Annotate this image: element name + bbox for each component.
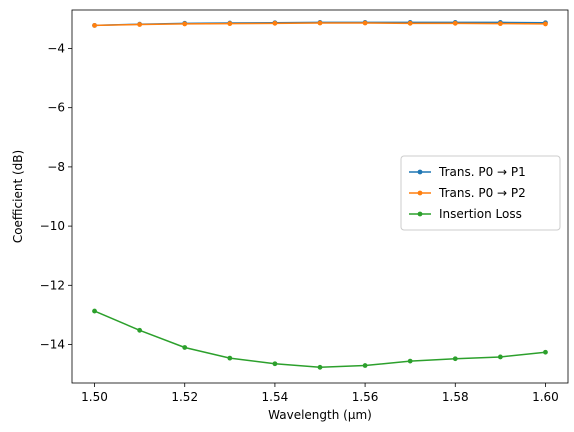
legend-marker	[417, 169, 423, 175]
x-axis: 1.50 1.52 1.54 1.56 1.58 1.60	[81, 383, 559, 404]
legend-marker	[417, 190, 423, 196]
legend-label: Trans. P0 → P2	[438, 186, 526, 200]
x-tick-label: 1.60	[532, 390, 559, 404]
legend-item: Trans. P0 → P1	[409, 165, 526, 179]
x-tick-label: 1.58	[442, 390, 469, 404]
legend-box	[400, 155, 561, 231]
series-2	[92, 20, 548, 28]
x-axis-label: Wavelength (µm)	[268, 408, 372, 422]
data-point	[182, 21, 188, 27]
series-line	[94, 310, 546, 369]
data-point	[543, 21, 548, 27]
legend-label: Insertion Loss	[439, 207, 522, 221]
data-point	[137, 22, 143, 27]
data-point	[317, 20, 323, 26]
series-3	[92, 308, 548, 370]
data-point	[362, 363, 368, 368]
plot-area	[71, 9, 569, 384]
data-point	[92, 22, 97, 28]
legend-item: Trans. P0 → P2	[409, 186, 526, 200]
data-point	[452, 356, 458, 362]
y-tick-label: −12	[40, 278, 65, 292]
x-tick-label: 1.54	[262, 390, 289, 404]
data-point	[137, 327, 143, 333]
data-point	[497, 354, 503, 360]
data-point	[227, 355, 233, 361]
data-point	[362, 20, 368, 26]
data-point	[92, 308, 97, 314]
data-point	[227, 21, 233, 27]
y-tick-label: −14	[40, 338, 65, 352]
y-axis: −14 −12 −10 −8 −6 −4	[40, 41, 72, 352]
series-layer	[92, 20, 548, 370]
data-point	[497, 21, 503, 27]
plot-frame	[71, 9, 569, 384]
data-point	[272, 361, 278, 367]
x-tick-label: 1.56	[352, 390, 379, 404]
y-tick-label: −8	[47, 160, 65, 174]
y-tick-label: −6	[47, 101, 65, 115]
data-point	[407, 358, 413, 364]
data-point	[317, 364, 323, 370]
data-point	[182, 345, 188, 350]
data-point	[543, 349, 548, 355]
data-point	[452, 20, 458, 26]
x-tick-label: 1.50	[81, 390, 108, 404]
y-tick-label: −4	[47, 41, 65, 55]
legend: Trans. P0 → P1 Trans. P0 → P2 Insertion Lo…	[400, 155, 561, 231]
legend-item: Insertion Loss	[409, 207, 522, 221]
legend-marker	[417, 211, 423, 217]
y-axis-label: Coefficient (dB)	[11, 150, 25, 243]
legend-label: Trans. P0 → P1	[438, 165, 526, 179]
y-tick-label: −10	[40, 219, 65, 233]
data-point	[272, 20, 278, 26]
data-point	[407, 20, 413, 26]
x-tick-label: 1.52	[171, 390, 198, 404]
